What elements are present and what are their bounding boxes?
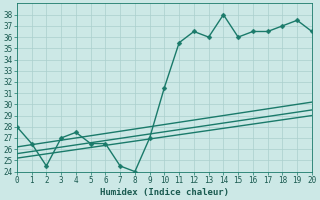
X-axis label: Humidex (Indice chaleur): Humidex (Indice chaleur) bbox=[100, 188, 229, 197]
